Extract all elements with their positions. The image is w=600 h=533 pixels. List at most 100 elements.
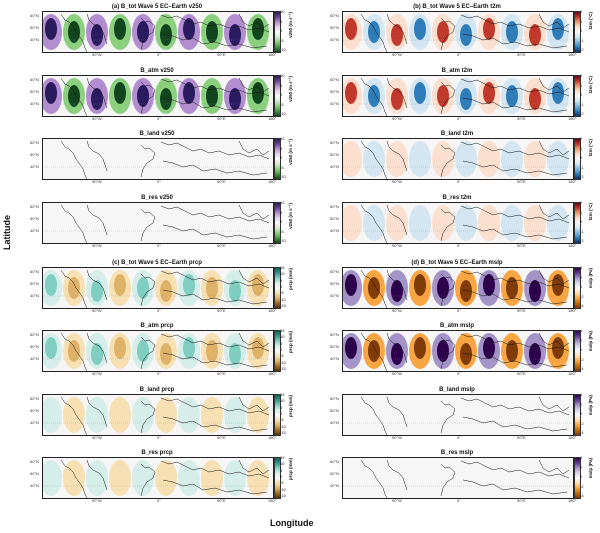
anomaly-core <box>552 209 564 231</box>
anomaly-core <box>506 212 518 234</box>
latitude-tick-label: 50°N <box>30 344 39 349</box>
longitude-tick-label: 180° <box>268 435 277 440</box>
coastline <box>460 205 570 224</box>
colorbar-tick-label: 0 <box>280 474 283 479</box>
anomaly-core <box>437 148 449 170</box>
longitude-tick-label: 90°E <box>517 116 526 121</box>
latitude-tick-label: 40°N <box>30 37 39 42</box>
coastline <box>160 14 270 33</box>
longitude-tick-label: 0° <box>457 52 461 57</box>
colorbar-tick-label: 5 <box>280 82 283 88</box>
colorbar-unit-label: mslp (Pa) <box>588 268 593 289</box>
anomaly-core <box>529 88 541 110</box>
colorbar-unit-label: v250 (m s⁻¹) <box>288 76 293 102</box>
anomaly-core <box>68 340 80 362</box>
latitude-tick-label: 40°N <box>30 228 39 233</box>
coastline <box>238 77 270 93</box>
colorbar-tick-label: 2 <box>580 73 583 78</box>
colorbar-tick-label: -5 <box>280 353 284 359</box>
anomaly-core <box>137 467 149 489</box>
colorbar-tick-label: -2 <box>580 111 584 116</box>
coastline <box>162 479 268 495</box>
panel-title: B_atm t2m <box>441 68 473 74</box>
colorbar-tick-label: 0 <box>280 219 283 224</box>
anomaly-core <box>414 145 426 167</box>
anomaly-core <box>345 145 357 167</box>
latitude-tick-label: 50°N <box>330 216 339 221</box>
anomaly-core <box>183 82 195 104</box>
colorbar-tick-label: 4 <box>580 455 583 460</box>
anomaly-core <box>183 464 195 486</box>
colorbar-tick-label: -15 <box>280 430 286 435</box>
coastline <box>538 332 570 348</box>
colorbar-tick-label: 10 <box>280 461 285 467</box>
colorbar-tick-label: -10 <box>280 174 286 179</box>
colorbar-tick-label: -5 <box>280 290 284 296</box>
longitude-tick-label: 0° <box>157 116 161 121</box>
colorbar-tick-label: -15 <box>280 493 286 498</box>
anomaly-core <box>137 277 149 299</box>
longitude-tick-label: 90°E <box>517 179 526 184</box>
anomaly-core <box>437 340 449 362</box>
x-axis-title: Longitude <box>270 518 314 528</box>
latitude-tick-label: 50°N <box>30 408 39 413</box>
latitude-tick-label: 60°N <box>330 140 339 145</box>
colorbar-tick-label: -5 <box>280 164 284 170</box>
longitude-tick-label: 90°E <box>217 435 226 440</box>
latitude-tick-label: 60°N <box>330 269 339 274</box>
coastline <box>238 269 270 285</box>
coastline <box>462 33 568 49</box>
colorbar-tick-label: 0 <box>280 284 283 289</box>
longitude-tick-label: 90°W <box>392 435 402 440</box>
anomaly-core <box>506 85 518 107</box>
coastline <box>86 204 108 236</box>
anomaly-core <box>114 18 126 40</box>
map-area <box>342 202 574 244</box>
coastline <box>60 13 88 52</box>
anomaly-core <box>391 88 403 110</box>
colorbar <box>274 457 281 499</box>
colorbar-tick-label: 2 <box>580 9 583 14</box>
anomaly-core <box>460 24 472 46</box>
coastline <box>160 270 270 289</box>
colorbar-unit-label: prcp (mm) <box>288 395 293 418</box>
colorbar <box>574 138 581 180</box>
colorbar-tick-label: 2 <box>580 337 583 343</box>
anomaly-core <box>68 404 80 426</box>
colorbar <box>574 75 581 117</box>
panel-title: B_land prcp <box>139 387 175 393</box>
colorbar-tick-label: 0 <box>580 284 583 289</box>
latitude-tick-label: 40°N <box>330 37 339 42</box>
anomaly-core <box>345 18 357 40</box>
latitude-tick-label: 50°N <box>30 89 39 94</box>
map-area <box>342 267 574 309</box>
map-area <box>342 330 574 372</box>
anomaly-core <box>414 18 426 40</box>
latitude-tick-label: 60°N <box>30 77 39 82</box>
latitude-tick-label: 40°N <box>330 293 339 298</box>
panel-title: (c) B_tot Wave 5 EC–Earth prcp <box>112 260 202 266</box>
anomaly-core <box>414 337 426 359</box>
colorbar-tick-label: -4 <box>580 303 584 308</box>
anomaly-core <box>252 401 264 423</box>
anomaly-core <box>206 340 218 362</box>
map-panel: B_land v250 60°N 50°N 40°N 90°W 0° 90°E 180° 10 5… <box>12 131 302 189</box>
colorbar-tick-label: 10 <box>280 398 285 404</box>
colorbar-tick-label: -10 <box>280 359 286 365</box>
anomaly-core <box>483 209 495 231</box>
map-area <box>42 330 274 372</box>
coastline <box>538 204 570 220</box>
anomaly-core <box>368 85 380 107</box>
colorbar-tick-label: 0 <box>580 155 583 160</box>
colorbar-tick-label: -4 <box>580 493 584 498</box>
latitude-tick-label: 50°N <box>330 344 339 349</box>
colorbar-tick-label: 10 <box>280 334 285 340</box>
anomaly-core <box>183 337 195 359</box>
colorbar-tick-label: 0 <box>580 474 583 479</box>
coastline <box>386 332 408 364</box>
longitude-tick-label: 90°W <box>92 498 102 503</box>
anomaly-core <box>252 464 264 486</box>
anomaly-core <box>160 88 172 110</box>
latitude-tick-label: 60°N <box>330 459 339 464</box>
anomaly-core <box>437 212 449 234</box>
